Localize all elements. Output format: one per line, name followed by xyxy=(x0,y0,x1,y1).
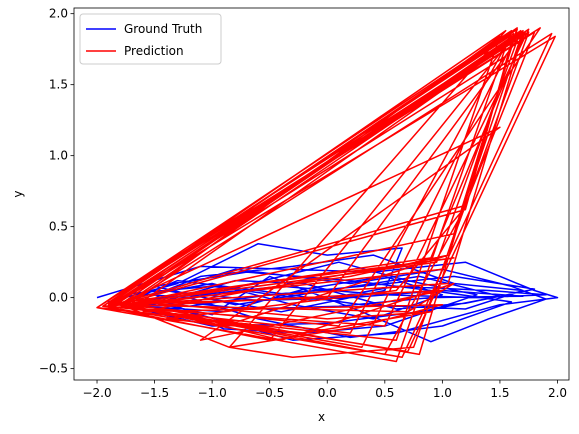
y-tick-label: 0.5 xyxy=(49,220,68,234)
y-tick-label: 0.0 xyxy=(49,291,68,305)
x-tick-label: 0.0 xyxy=(318,386,337,400)
legend-label-prediction: Prediction xyxy=(124,44,184,58)
y-axis-ticks: −0.5 0.0 0.5 1.0 1.5 2.0 xyxy=(39,7,74,376)
x-tick-label: −0.5 xyxy=(255,386,284,400)
y-tick-label: 1.0 xyxy=(49,149,68,163)
series-line-prediction xyxy=(96,27,556,363)
x-axis-label: x xyxy=(318,410,325,424)
x-tick-label: −2.0 xyxy=(82,386,111,400)
x-tick-label: 0.5 xyxy=(375,386,394,400)
series-layer xyxy=(96,27,559,363)
legend: Ground Truth Prediction xyxy=(79,13,222,65)
y-tick-label: −0.5 xyxy=(39,362,68,376)
x-axis-ticks: −2.0 −1.5 −1.0 −0.5 0.0 0.5 1.0 1.5 2.0 xyxy=(82,380,567,400)
plot-frame xyxy=(73,7,570,381)
x-tick-label: 2.0 xyxy=(548,386,567,400)
y-tick-label: 1.5 xyxy=(49,78,68,92)
legend-label-ground-truth: Ground Truth xyxy=(124,22,202,36)
y-axis-label: y xyxy=(11,190,25,197)
x-tick-label: 1.0 xyxy=(433,386,452,400)
x-tick-label: 1.5 xyxy=(490,386,509,400)
x-tick-label: −1.0 xyxy=(198,386,227,400)
x-tick-label: −1.5 xyxy=(140,386,169,400)
y-tick-label: 2.0 xyxy=(49,7,68,21)
